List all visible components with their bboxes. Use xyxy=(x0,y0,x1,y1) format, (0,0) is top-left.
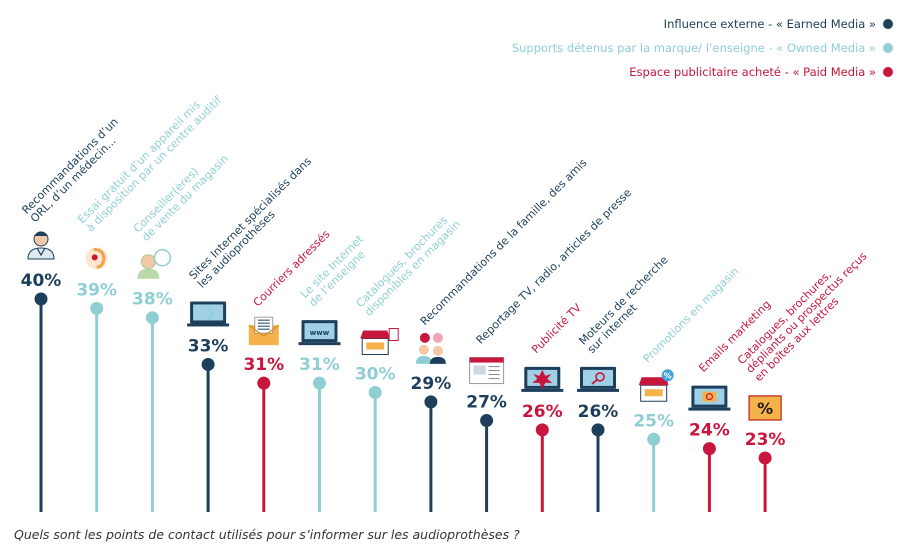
lollipop-dot xyxy=(34,292,48,306)
category-label-line: Publicité TV xyxy=(529,301,584,356)
value-label: 24% xyxy=(689,421,730,441)
lollipop-dot xyxy=(257,376,271,390)
lollipop-item: 40%Recommandations d’unORL, d’un médecin… xyxy=(19,115,121,512)
store-promo-icon: % xyxy=(638,369,674,402)
lollipop-item: 23%%Catalogues, brochures,dépliants ou p… xyxy=(735,249,870,512)
salesperson-icon xyxy=(137,248,172,279)
category-label-line: les audioprothèses xyxy=(195,208,278,291)
lollipop-item: 38%Conseiller(ères)de vente du magasin xyxy=(131,152,231,512)
tv-ad-icon xyxy=(521,366,564,392)
lollipop-dot xyxy=(535,423,549,437)
value-label: 29% xyxy=(411,374,452,394)
chart-caption: Quels sont les points de contact utilisé… xyxy=(14,527,520,542)
value-label: 23% xyxy=(745,430,786,450)
lollipop-dot xyxy=(647,432,661,446)
lollipop-dot xyxy=(201,357,215,371)
lollipop-dot xyxy=(702,442,716,456)
value-label: 26% xyxy=(578,402,619,422)
value-label: 27% xyxy=(466,393,507,413)
lollipop-dot xyxy=(480,414,494,428)
legend-item-owned: Supports détenus par la marque/ l’enseig… xyxy=(512,36,893,60)
lollipop-dot xyxy=(368,386,382,399)
legend-label-earned: Influence externe - « Earned Media » xyxy=(663,17,876,31)
value-label: 30% xyxy=(355,365,396,385)
category-label-line: Moteurs de recherche xyxy=(576,253,670,347)
svg-text:%: % xyxy=(757,399,773,418)
legend-label-paid: Espace publicitaire acheté - « Paid Medi… xyxy=(629,65,876,79)
legend-item-paid: Espace publicitaire acheté - « Paid Medi… xyxy=(512,60,893,84)
www-laptop-icon: www xyxy=(298,320,341,346)
legend-dot-paid xyxy=(883,67,893,77)
lollipop-item: 29%Recommandations de la famille, des am… xyxy=(411,156,590,512)
value-label: 26% xyxy=(522,402,563,422)
svg-text:www: www xyxy=(310,329,330,337)
store-brochure-icon xyxy=(360,328,399,355)
legend-item-earned: Influence externe - « Earned Media » xyxy=(512,12,893,36)
search-laptop-icon xyxy=(577,366,619,392)
svg-text:%: % xyxy=(664,371,672,380)
doctor-icon xyxy=(27,231,55,260)
lollipop-item: 27%Reportage TV, radio, articles de pres… xyxy=(466,186,634,512)
legend-label-owned: Supports détenus par la marque/ l’enseig… xyxy=(511,41,876,55)
legend: Influence externe - « Earned Media » Sup… xyxy=(512,12,893,84)
value-label: 39% xyxy=(76,280,117,300)
lollipop-dot xyxy=(313,376,326,390)
lollipop-dot xyxy=(90,301,104,315)
people-chat-icon xyxy=(415,332,446,364)
category-label: Publicité TV xyxy=(529,301,584,356)
value-label: 38% xyxy=(132,290,173,310)
newspaper-icon xyxy=(469,357,505,385)
value-label: 40% xyxy=(21,271,62,291)
lollipop-item: 30%Catalogues, brochuresdisponibles en m… xyxy=(354,213,463,512)
lollipop-dot xyxy=(591,423,605,437)
mail-icon xyxy=(248,316,280,346)
legend-dot-earned xyxy=(883,19,893,29)
lollipop-dot xyxy=(145,311,159,325)
lollipop-dot xyxy=(758,451,772,465)
laptop-ear-icon xyxy=(187,301,230,327)
discount-brochure-icon: % xyxy=(748,395,782,421)
legend-dot-owned xyxy=(883,43,893,53)
value-label: 33% xyxy=(188,336,229,356)
value-label: 31% xyxy=(299,355,340,375)
lollipop-item: 26% Publicité TV xyxy=(521,301,584,512)
value-label: 25% xyxy=(633,411,674,431)
category-label-line: Catalogues, brochures xyxy=(354,213,451,310)
email-laptop-icon xyxy=(688,385,731,411)
hearing-aid-icon xyxy=(85,247,108,270)
value-label: 31% xyxy=(243,355,284,375)
lollipop-dot xyxy=(424,395,438,409)
